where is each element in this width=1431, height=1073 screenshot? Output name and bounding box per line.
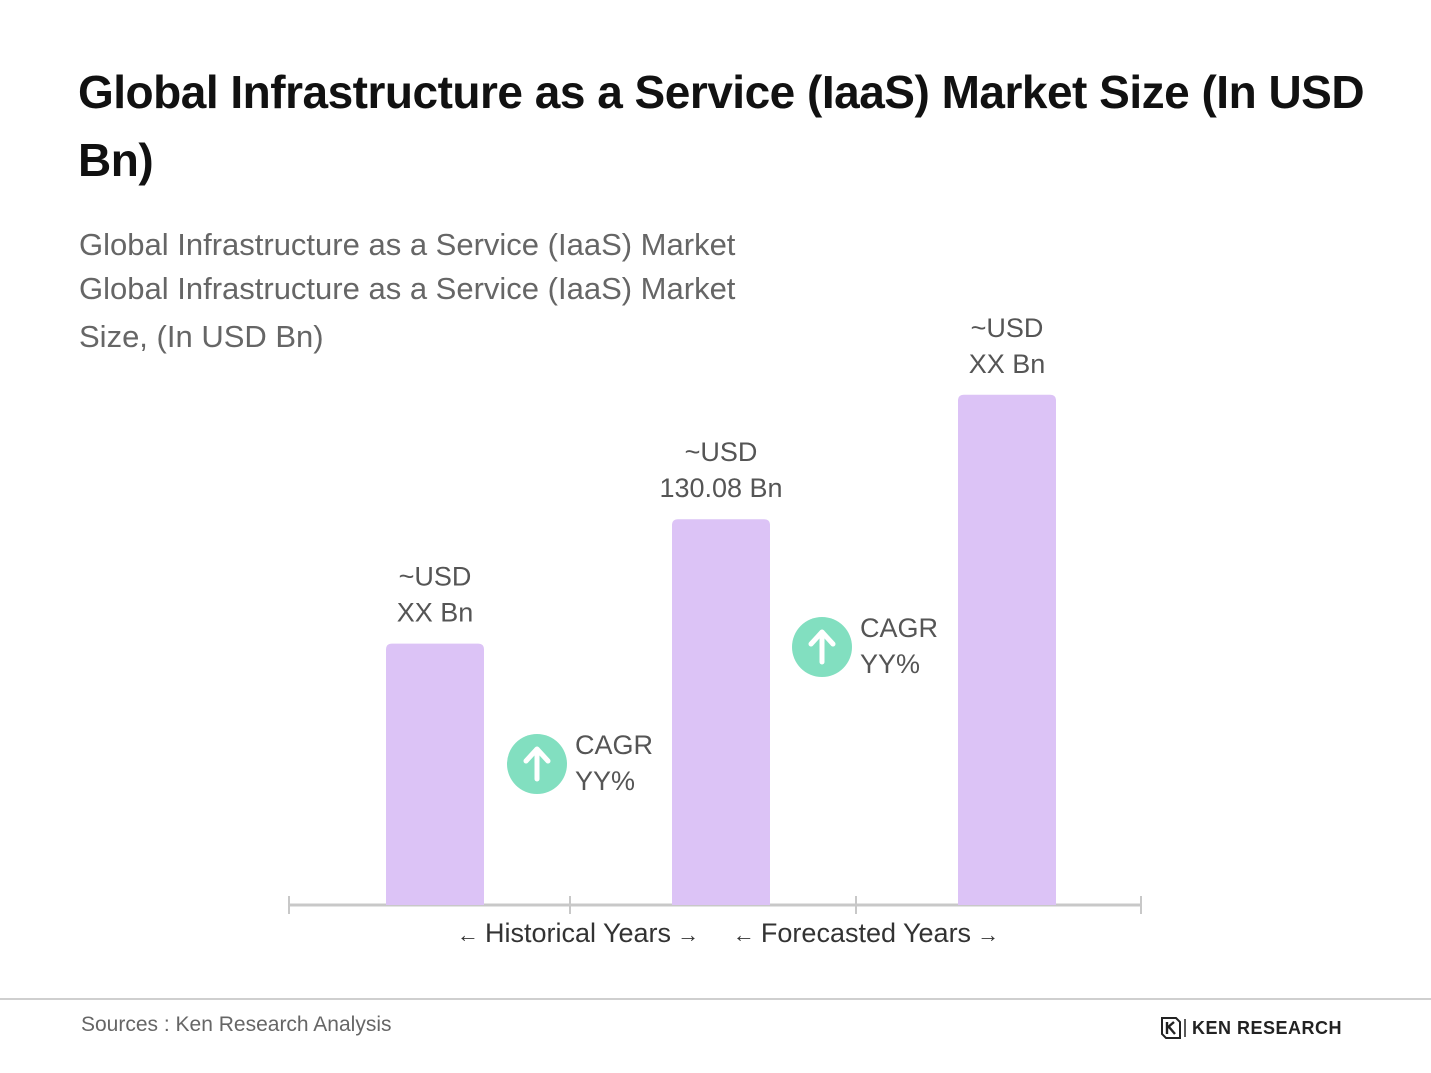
right-arrow-icon: → xyxy=(971,922,999,947)
data-label-1: ~USD 130.08 Bn xyxy=(659,437,782,503)
ken-research-logo: KEN RESEARCH xyxy=(1160,1016,1342,1040)
subtitle-line-2: Global Infrastructure as a Service (IaaS… xyxy=(79,271,736,306)
cagr-label: CAGR YY% xyxy=(575,730,653,796)
cagr-label-line: YY% xyxy=(575,766,635,796)
period-label-text: Historical Years xyxy=(485,918,671,948)
cagr-annotation-1: CAGR YY% xyxy=(792,613,938,679)
bar-1 xyxy=(672,519,770,905)
data-label-line: XX Bn xyxy=(969,349,1046,379)
data-label-0: ~USD XX Bn xyxy=(397,562,474,628)
period-label-1: ← Forecasted Years → xyxy=(733,918,999,948)
left-arrow-icon: ← xyxy=(733,922,761,947)
subtitle-line-1: Global Infrastructure as a Service (IaaS… xyxy=(79,227,736,262)
ken-research-logo-icon xyxy=(1161,1017,1181,1039)
cagr-annotation-0: CAGR YY% xyxy=(507,730,653,796)
data-label-line: ~USD xyxy=(971,313,1044,343)
right-arrow-icon: → xyxy=(671,922,699,947)
logo-text: KEN RESEARCH xyxy=(1192,1017,1343,1038)
chart-subtitle: Global Infrastructure as a Service (IaaS… xyxy=(79,223,839,359)
page-title: Global Infrastructure as a Service (IaaS… xyxy=(78,66,1365,186)
data-label-line: ~USD xyxy=(399,562,472,592)
cagr-label: CAGR YY% xyxy=(860,613,938,679)
bar-2 xyxy=(958,394,1056,905)
bar-0 xyxy=(386,643,484,905)
cagr-label-line: CAGR xyxy=(575,730,653,760)
period-label-text: Forecasted Years xyxy=(761,918,971,948)
arrow-up-icon xyxy=(523,746,551,782)
subtitle-line-3: Size, (In USD Bn) xyxy=(79,319,324,354)
footer-divider xyxy=(0,998,1431,1000)
data-label-line: ~USD xyxy=(685,437,758,467)
cagr-label-line: CAGR xyxy=(860,613,938,643)
arrow-up-icon xyxy=(808,629,836,665)
left-arrow-icon: ← xyxy=(457,922,485,947)
source-text: Sources : Ken Research Analysis xyxy=(81,1013,392,1036)
data-label-line: XX Bn xyxy=(397,598,474,628)
period-label-0: ← Historical Years → xyxy=(457,918,699,948)
cagr-label-line: YY% xyxy=(860,649,920,679)
data-label-line: 130.08 Bn xyxy=(659,473,782,503)
logo-separator xyxy=(1184,1019,1186,1037)
data-label-2: ~USD XX Bn xyxy=(969,313,1046,379)
